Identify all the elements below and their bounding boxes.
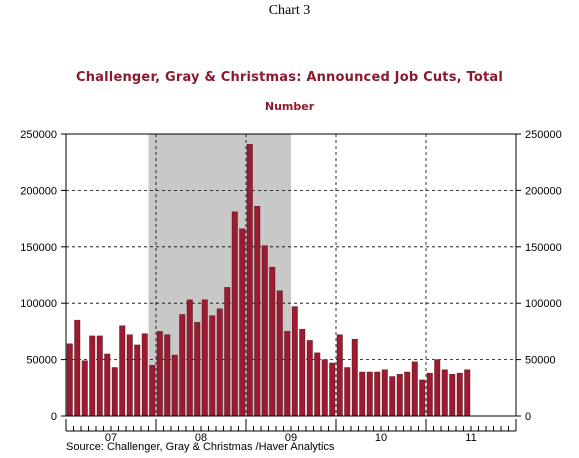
bar xyxy=(194,322,201,417)
bar xyxy=(276,290,283,417)
bar xyxy=(74,319,81,417)
bar xyxy=(306,340,313,417)
bar xyxy=(351,339,358,417)
bar xyxy=(396,374,403,417)
y-tick-label-right: 150000 xyxy=(525,242,562,254)
bar xyxy=(359,371,366,417)
bar xyxy=(441,369,448,417)
bar xyxy=(434,359,441,417)
bar xyxy=(419,379,426,417)
chart-subtitle: Number xyxy=(264,100,315,113)
bar xyxy=(239,228,246,417)
axes: 0 0 50000 50000 100000 100000 150000 150000 2000… xyxy=(20,129,561,444)
bar xyxy=(246,143,253,417)
bar xyxy=(456,372,463,417)
bar xyxy=(164,334,171,417)
x-tick-label: 11 xyxy=(465,432,476,444)
plot-frame xyxy=(65,133,517,417)
bar xyxy=(464,369,471,417)
bar xyxy=(321,359,328,417)
y-tick-label-left: 250000 xyxy=(20,129,57,141)
bar xyxy=(404,371,411,417)
bar xyxy=(291,306,298,417)
x-tick-label: 07 xyxy=(105,432,117,444)
bar xyxy=(96,335,103,417)
y-tick-label-left: 50000 xyxy=(26,355,57,367)
bar xyxy=(344,367,351,417)
bar xyxy=(186,299,193,417)
bar xyxy=(231,211,238,417)
bar xyxy=(381,369,388,417)
bar xyxy=(209,315,216,417)
bar xyxy=(104,353,111,417)
chart-label: Chart 3 xyxy=(268,3,311,18)
bar xyxy=(284,331,291,417)
bar xyxy=(411,361,418,417)
bar xyxy=(254,205,261,417)
chart-title: Challenger, Gray & Christmas: Announced … xyxy=(75,70,504,85)
bar xyxy=(314,352,321,417)
bar xyxy=(201,299,208,417)
x-tick-label: 08 xyxy=(195,432,207,444)
bar xyxy=(179,314,186,417)
bar xyxy=(299,328,306,417)
bar xyxy=(329,362,336,417)
y-tick-label-right: 0 xyxy=(525,411,531,423)
y-tick-label-left: 200000 xyxy=(20,185,57,197)
bar xyxy=(426,372,433,417)
bar xyxy=(126,334,133,417)
bar xyxy=(366,371,373,417)
x-tick-label: 09 xyxy=(285,432,297,444)
bar xyxy=(66,343,73,417)
bar xyxy=(111,367,118,417)
bar xyxy=(134,344,141,417)
y-tick-label-left: 150000 xyxy=(20,242,57,254)
source-note: Source: Challenger, Gray & Christmas /Ha… xyxy=(66,441,335,453)
y-tick-label-right: 250000 xyxy=(525,129,562,141)
bar xyxy=(449,374,456,417)
bar xyxy=(269,266,276,417)
bar xyxy=(389,376,396,417)
bar xyxy=(81,360,88,417)
gridlines xyxy=(66,134,516,416)
bar xyxy=(374,371,381,417)
bar xyxy=(119,325,126,417)
y-tick-label-left: 100000 xyxy=(20,298,57,310)
x-tick-label: 10 xyxy=(375,432,387,444)
bar xyxy=(171,354,178,417)
bar xyxy=(156,331,163,417)
y-tick-label-right: 50000 xyxy=(525,355,556,367)
bar xyxy=(149,365,156,417)
bar xyxy=(216,308,223,417)
bar xyxy=(89,335,96,417)
bar xyxy=(336,334,343,417)
y-tick-label-right: 100000 xyxy=(525,298,562,310)
bar xyxy=(261,245,268,417)
bar xyxy=(224,287,231,417)
y-tick-label-right: 200000 xyxy=(525,185,562,197)
y-tick-label-left: 0 xyxy=(51,411,57,423)
bar xyxy=(141,333,148,417)
